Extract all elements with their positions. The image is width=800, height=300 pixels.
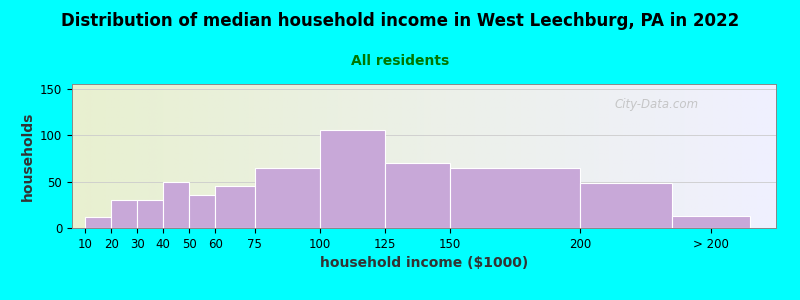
Bar	[163, 182, 190, 228]
Text: Distribution of median household income in West Leechburg, PA in 2022: Distribution of median household income …	[61, 12, 739, 30]
Bar	[581, 183, 672, 228]
Bar	[672, 216, 750, 228]
Bar	[137, 200, 163, 228]
Bar	[385, 163, 450, 228]
Bar	[190, 196, 215, 228]
Y-axis label: households: households	[21, 111, 34, 201]
Text: City-Data.com: City-Data.com	[614, 98, 698, 111]
Bar	[320, 130, 385, 228]
Bar	[111, 200, 137, 228]
Text: All residents: All residents	[351, 54, 449, 68]
Bar	[215, 186, 254, 228]
X-axis label: household income ($1000): household income ($1000)	[320, 256, 528, 270]
Bar	[254, 168, 320, 228]
Bar	[450, 168, 581, 228]
Bar	[85, 217, 111, 228]
